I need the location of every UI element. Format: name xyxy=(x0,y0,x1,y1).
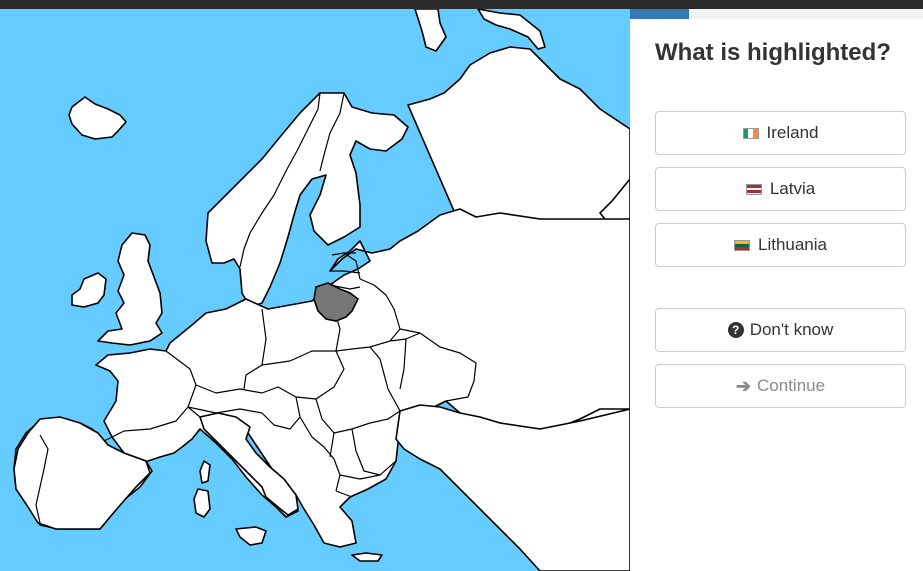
continue-button[interactable]: ➔ Continue xyxy=(655,364,906,408)
flag-latvia-icon xyxy=(745,183,762,195)
map-turkey xyxy=(395,404,630,571)
continue-label: Continue xyxy=(757,376,826,395)
arrow-right-icon: ➔ xyxy=(735,375,752,396)
question-title: What is highlighted? xyxy=(655,39,891,66)
map-iceland xyxy=(68,96,127,140)
answer-button-latvia[interactable]: Latvia xyxy=(655,167,906,211)
flag-ireland-icon xyxy=(742,127,759,139)
flag-stripe xyxy=(734,246,749,250)
map-border-scandinavia xyxy=(239,92,321,268)
map-novaya-zemlya xyxy=(477,9,546,50)
europe-map-svg xyxy=(13,9,630,571)
map-borders-east xyxy=(335,252,477,412)
dont-know-button[interactable]: ? Don't know xyxy=(655,308,906,352)
flag-stripe xyxy=(734,243,749,247)
map-corsica xyxy=(199,460,211,484)
europe-map xyxy=(0,9,630,571)
flag-stripe xyxy=(752,128,758,138)
map-borders-west xyxy=(103,308,401,498)
top-bar xyxy=(0,0,923,9)
map-ireland xyxy=(71,272,107,308)
flag-stripe xyxy=(746,188,761,190)
answer-button-lithuania[interactable]: Lithuania xyxy=(655,223,906,267)
map-sardinia xyxy=(193,488,211,518)
flag-stripe xyxy=(746,184,761,189)
map-sicily xyxy=(235,526,267,546)
map-borders-baltic xyxy=(329,252,361,290)
progress-bar xyxy=(630,9,923,19)
map-lithuania-highlighted[interactable] xyxy=(313,282,360,322)
map-italy xyxy=(199,412,299,516)
map-great-britain xyxy=(97,232,163,346)
flag-stripe xyxy=(743,128,749,138)
map-iberia xyxy=(13,416,151,530)
answer-label: Lithuania xyxy=(757,235,827,254)
flag-stripe xyxy=(734,240,749,244)
flag-stripe xyxy=(746,189,761,194)
map-crete xyxy=(351,552,383,562)
answer-label: Ireland xyxy=(766,123,819,142)
question-circle-icon: ? xyxy=(727,322,744,338)
flag-stripe xyxy=(748,128,753,138)
map-border-sweden-finland xyxy=(319,92,345,172)
flag-lithuania-icon xyxy=(733,239,750,251)
progress-bar-fill xyxy=(630,9,689,19)
map-border-portugal xyxy=(35,434,49,524)
map-svalbard xyxy=(414,9,447,52)
answer-button-ireland[interactable]: Ireland xyxy=(655,111,906,155)
answer-label: Latvia xyxy=(769,179,816,198)
quiz-panel: What is highlighted? Ireland Latvia Lith… xyxy=(630,9,923,571)
dont-know-label: Don't know xyxy=(749,320,834,339)
